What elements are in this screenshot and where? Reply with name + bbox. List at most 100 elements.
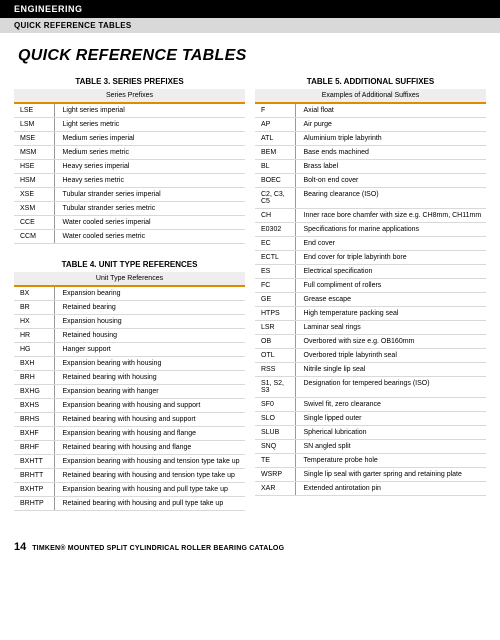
table-row: BXHExpansion bearing with housing bbox=[14, 357, 245, 371]
row-desc: Electrical specification bbox=[295, 265, 486, 279]
table-row: BXHFExpansion bearing with housing and f… bbox=[14, 427, 245, 441]
row-desc: Medium series metric bbox=[54, 146, 245, 160]
row-desc: Specifications for marine applications bbox=[295, 223, 486, 237]
table-row: XSMTubular strander series metric bbox=[14, 202, 245, 216]
table-row: CCEWater cooled series imperial bbox=[14, 216, 245, 230]
row-code: BXH bbox=[14, 357, 54, 371]
row-desc: Nitrile single lip seal bbox=[295, 363, 486, 377]
row-desc: Overbored with size e.g. OB160mm bbox=[295, 335, 486, 349]
section-header: ENGINEERING bbox=[0, 0, 500, 18]
table4-title: TABLE 4. UNIT TYPE REFERENCES bbox=[14, 256, 245, 272]
row-code: BXHG bbox=[14, 385, 54, 399]
table-row: OBOverbored with size e.g. OB160mm bbox=[255, 335, 486, 349]
table5: Examples of Additional Suffixes FAxial f… bbox=[255, 89, 486, 496]
row-desc: Expansion housing bbox=[54, 315, 245, 329]
row-desc: Expansion bearing bbox=[54, 286, 245, 301]
row-code: OB bbox=[255, 335, 295, 349]
table5-subhead-text: Examples of Additional Suffixes bbox=[255, 89, 486, 102]
row-code: CCE bbox=[14, 216, 54, 230]
row-code: ATL bbox=[255, 132, 295, 146]
row-code: BRHS bbox=[14, 413, 54, 427]
table-row: CHInner race bore chamfer with size e.g.… bbox=[255, 209, 486, 223]
row-code: WSRP bbox=[255, 468, 295, 482]
row-code: MSE bbox=[14, 132, 54, 146]
table-row: TETemperature probe hole bbox=[255, 454, 486, 468]
row-desc: Overbored triple labyrinth seal bbox=[295, 349, 486, 363]
row-code: XSE bbox=[14, 188, 54, 202]
row-code: HG bbox=[14, 343, 54, 357]
row-code: SLO bbox=[255, 412, 295, 426]
subsection-header: QUICK REFERENCE TABLES bbox=[0, 18, 500, 33]
table5-title: TABLE 5. ADDITIONAL SUFFIXES bbox=[255, 73, 486, 89]
row-code: XSM bbox=[14, 202, 54, 216]
row-code: FC bbox=[255, 279, 295, 293]
row-code: HTPS bbox=[255, 307, 295, 321]
row-desc: Expansion bearing with housing and flang… bbox=[54, 427, 245, 441]
row-code: LSR bbox=[255, 321, 295, 335]
table-row: ATLAluminium triple labyrinth bbox=[255, 132, 486, 146]
row-code: SNQ bbox=[255, 440, 295, 454]
table-row: XSETubular strander series imperial bbox=[14, 188, 245, 202]
row-desc: Light series imperial bbox=[54, 103, 245, 118]
row-code: BEM bbox=[255, 146, 295, 160]
row-code: HSE bbox=[14, 160, 54, 174]
table-row: BRHTPRetained bearing with housing and p… bbox=[14, 497, 245, 511]
table-row: WSRPSingle lip seal with garter spring a… bbox=[255, 468, 486, 482]
row-desc: High temperature packing seal bbox=[295, 307, 486, 321]
row-desc: Axial float bbox=[295, 103, 486, 118]
page-number: 14 bbox=[14, 541, 26, 553]
row-code: MSM bbox=[14, 146, 54, 160]
table-row: OTLOverbored triple labyrinth seal bbox=[255, 349, 486, 363]
row-desc: Temperature probe hole bbox=[295, 454, 486, 468]
table-row: GEGrease escape bbox=[255, 293, 486, 307]
row-desc: Single lipped outer bbox=[295, 412, 486, 426]
row-desc: End cover for triple labyrinth bore bbox=[295, 251, 486, 265]
row-desc: Full compliment of rollers bbox=[295, 279, 486, 293]
row-desc: Water cooled series imperial bbox=[54, 216, 245, 230]
row-code: AP bbox=[255, 118, 295, 132]
row-desc: Brass label bbox=[295, 160, 486, 174]
right-column: TABLE 5. ADDITIONAL SUFFIXES Examples of… bbox=[255, 73, 486, 511]
row-code: TE bbox=[255, 454, 295, 468]
row-desc: Laminar seal rings bbox=[295, 321, 486, 335]
table-row: ESElectrical specification bbox=[255, 265, 486, 279]
table-row: BEMBase ends machined bbox=[255, 146, 486, 160]
table4-subhead: Unit Type References bbox=[14, 272, 245, 285]
row-desc: Swivel fit, zero clearance bbox=[295, 398, 486, 412]
row-desc: SN angled split bbox=[295, 440, 486, 454]
row-code: BOEC bbox=[255, 174, 295, 188]
table-row: HTPSHigh temperature packing seal bbox=[255, 307, 486, 321]
table3: Series Prefixes LSELight series imperial… bbox=[14, 89, 245, 244]
row-desc: Designation for tempered bearings (ISO) bbox=[295, 377, 486, 398]
row-desc: Spherical lubrication bbox=[295, 426, 486, 440]
row-desc: Retained bearing with housing and suppor… bbox=[54, 413, 245, 427]
row-code: BXHTT bbox=[14, 455, 54, 469]
page-content: QUICK REFERENCE TABLES TABLE 3. SERIES P… bbox=[0, 33, 500, 593]
row-desc: Extended antirotation pin bbox=[295, 482, 486, 496]
section-header-text: ENGINEERING bbox=[14, 4, 83, 14]
row-desc: Tubular strander series imperial bbox=[54, 188, 245, 202]
row-code: SLUB bbox=[255, 426, 295, 440]
columns: TABLE 3. SERIES PREFIXES Series Prefixes… bbox=[14, 73, 486, 511]
main-title: QUICK REFERENCE TABLES bbox=[14, 43, 486, 73]
row-desc: Retained bearing with housing bbox=[54, 371, 245, 385]
row-desc: Tubular strander series metric bbox=[54, 202, 245, 216]
table4-subhead-text: Unit Type References bbox=[14, 272, 245, 285]
table-row: HGHanger support bbox=[14, 343, 245, 357]
row-desc: Expansion bearing with housing and pull … bbox=[54, 483, 245, 497]
table5-subhead: Examples of Additional Suffixes bbox=[255, 89, 486, 102]
row-code: BXHF bbox=[14, 427, 54, 441]
row-code: LSM bbox=[14, 118, 54, 132]
table3-subhead-text: Series Prefixes bbox=[14, 89, 245, 102]
table-row: MSMMedium series metric bbox=[14, 146, 245, 160]
row-code: CH bbox=[255, 209, 295, 223]
table4: Unit Type References BXExpansion bearing… bbox=[14, 272, 245, 511]
row-desc: Inner race bore chamfer with size e.g. C… bbox=[295, 209, 486, 223]
row-desc: Medium series imperial bbox=[54, 132, 245, 146]
table-row: MSEMedium series imperial bbox=[14, 132, 245, 146]
table-row: SLOSingle lipped outer bbox=[255, 412, 486, 426]
subsection-header-text: QUICK REFERENCE TABLES bbox=[14, 21, 132, 30]
table-row: C2, C3, C5Bearing clearance (ISO) bbox=[255, 188, 486, 209]
row-code: BRHTP bbox=[14, 497, 54, 511]
table-row: HRRetained housing bbox=[14, 329, 245, 343]
